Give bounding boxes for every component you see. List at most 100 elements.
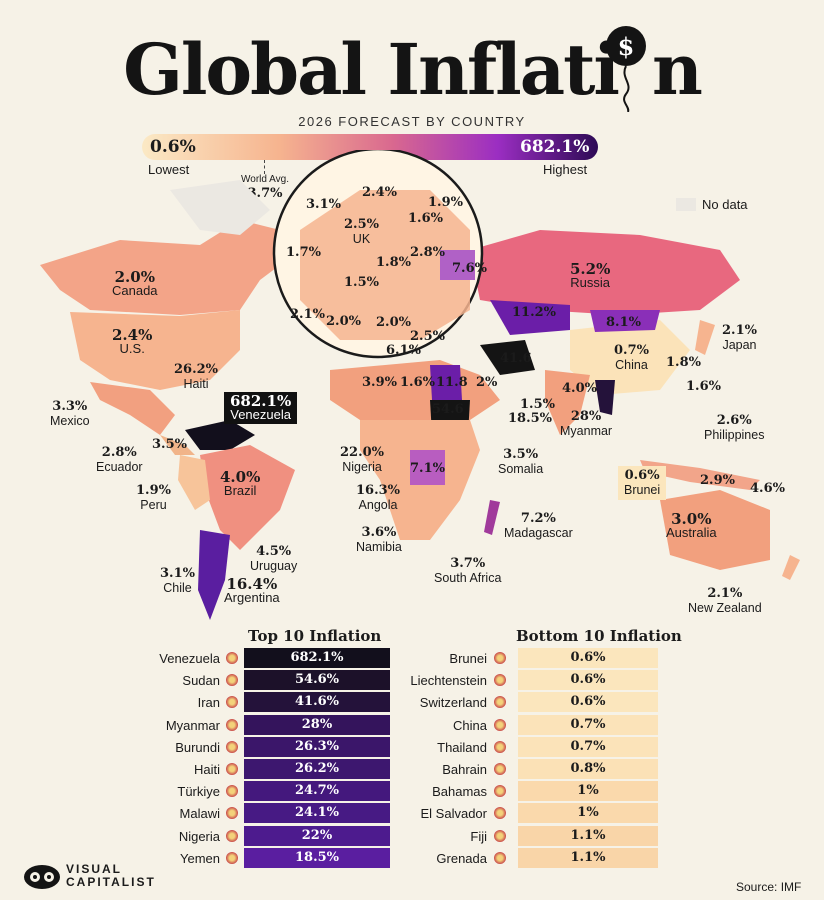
no-data-swatch — [676, 198, 696, 211]
map-label-mali: 3.9% — [362, 376, 397, 390]
madagascar-shape — [484, 500, 500, 535]
row-country: Burundi — [175, 739, 220, 755]
map-label-australia: 3.0% Australia — [666, 512, 717, 540]
table-row: Haiti 26.2% — [0, 759, 824, 779]
map-label-country: U.S. — [119, 341, 145, 356]
map-label-france: 1.5% — [344, 276, 379, 290]
map-label-us: 2.4% U.S. — [112, 328, 152, 356]
map-label-value: 1.8% — [376, 255, 411, 270]
map-label-value: 682.1% — [230, 392, 292, 410]
row-country: Iran — [197, 695, 220, 711]
map-label-yemen: 1.5% — [520, 398, 555, 412]
subtitle: 2026 FORECAST BY COUNTRY — [298, 114, 526, 129]
world-avg-label: World Avg. — [241, 174, 289, 185]
map-label-myanmar: 28% Myanmar — [560, 410, 613, 439]
us-shape — [70, 310, 240, 390]
flag-icon — [226, 674, 238, 687]
table-row: Myanmar 28% — [0, 714, 824, 735]
table-row: Bahamas 1% — [0, 781, 824, 802]
map-label-value: 4.0% — [220, 468, 261, 486]
map-label-india: 4.0% — [562, 382, 597, 396]
map-label-philippines: 2.6% Philippines — [704, 414, 764, 443]
brazil-shape — [200, 445, 295, 550]
map-label-finland: 1.9% — [428, 196, 463, 210]
table-row: Yemen 18.5% — [0, 847, 824, 868]
map-label-value: 2.0% — [376, 315, 411, 330]
map-label-canada: 2.0% Canada — [112, 270, 158, 298]
map-label-spain: 2.0% — [326, 315, 361, 329]
row-country: Haiti — [193, 762, 220, 777]
map-label-value: 2.1% — [290, 307, 325, 322]
map-label-newzealand: 2.1% New Zealand — [688, 587, 762, 616]
map-label-venezuela: 682.1% Venezuela — [224, 392, 298, 424]
row-country: Türkiye — [177, 784, 220, 800]
source-note: Source: IMF — [736, 880, 802, 894]
ukraine-shape — [440, 250, 475, 280]
map-label-country: New Zealand — [688, 601, 762, 615]
scale-lowest-label: Lowest — [148, 162, 190, 177]
row-country: Grenada — [436, 850, 487, 866]
map-label-norway: 2.4% — [362, 186, 397, 200]
map-label-taiwan: 1.6% — [686, 380, 721, 394]
map-label-iceland: 3.1% — [306, 198, 341, 212]
map-label-madagascar: 7.2% Madagascar — [504, 512, 573, 541]
map-label-value: 4.0% — [562, 381, 597, 396]
map-label-country: Myanmar — [560, 424, 613, 438]
table-row: China 0.7% — [0, 714, 824, 735]
map-label-value: 54.6 — [432, 402, 464, 417]
map-label-uruguay: 4.5% Uruguay — [250, 545, 297, 574]
kazakhstan-shape — [490, 300, 570, 335]
table-row: Bahrain 0.8% — [0, 759, 824, 779]
scale-low-value: 0.6% — [150, 137, 196, 157]
row-country: Brunei — [449, 651, 487, 666]
row-country: Yemen — [180, 850, 220, 866]
flag-icon — [226, 696, 238, 709]
map-label-country: Brunei — [624, 483, 661, 497]
flag-icon — [494, 696, 506, 709]
map-label-namibia: 3.6% Namibia — [356, 526, 402, 555]
map-label-value: 11.8 — [436, 375, 468, 390]
map-label-libya: 11.8 — [436, 376, 468, 390]
map-label-peru: 1.9% Peru — [136, 484, 171, 513]
map-label-country: Haiti — [183, 377, 209, 391]
map-label-value: 1.8% — [666, 355, 701, 370]
map-label-value: 18.5% — [508, 411, 553, 426]
map-label-value: 3.9% — [362, 375, 397, 390]
flag-icon — [494, 785, 506, 798]
flag-icon — [494, 807, 506, 820]
mongolia-shape — [590, 310, 660, 332]
map-label-value: 1.6% — [408, 211, 443, 226]
map-label-ethiopia: 18.5% — [508, 412, 552, 426]
map-label-value: 5.2% — [570, 260, 611, 278]
flag-icon — [226, 807, 238, 820]
map-label-value: 3.1% — [160, 566, 195, 581]
row-country: Malawi — [179, 806, 220, 822]
myanmar-shape — [595, 380, 615, 415]
map-label-value: 2.5% — [410, 329, 445, 344]
row-value: 0.7% — [518, 714, 658, 735]
map-label-germany: 1.8% — [376, 256, 411, 270]
map-label-value: 2.4% — [362, 185, 397, 200]
row-value: 24.7% — [244, 781, 390, 802]
table-row: Venezuela 682.1% — [0, 648, 824, 668]
row-value: 1.1% — [518, 847, 658, 868]
map-label-value: 16.4% — [226, 575, 278, 593]
row-country: Bahamas — [432, 784, 487, 800]
map-label-value: 2.0% — [114, 268, 155, 286]
top10-title: Top 10 Inflation — [248, 627, 382, 645]
table-row: Malawi 24.1% — [0, 803, 824, 824]
map-label-drc: 7.1% — [410, 462, 445, 476]
map-label-country: China — [615, 358, 648, 372]
libya-shape — [430, 365, 462, 400]
map-label-indonesia: 2.9% — [700, 474, 735, 488]
map-label-greece: 2.5% — [410, 330, 445, 344]
map-label-value: 3.7% — [450, 556, 486, 571]
map-label-sudan: 54.6 — [432, 403, 464, 417]
table-row: Türkiye 24.7% — [0, 781, 824, 802]
map-label-country: Angola — [358, 498, 398, 512]
map-label-turkiye: 6.1% — [386, 344, 421, 358]
scale-high-value: 682.1% — [520, 137, 590, 157]
brand-name: VISUAL CAPITALIST — [66, 863, 156, 889]
map-label-egypt: 2% — [476, 376, 497, 390]
map-label-value: 1.6% — [686, 379, 721, 394]
